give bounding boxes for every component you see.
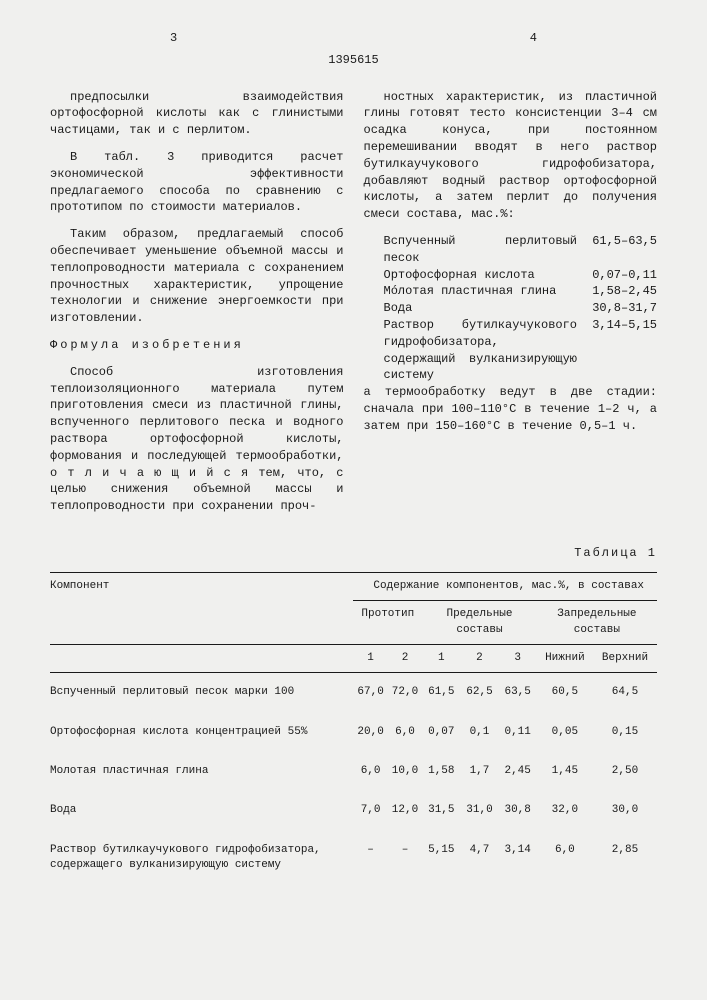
composition-value: 61,5–63,5 xyxy=(577,233,657,267)
table-cell: 6,0 xyxy=(388,713,422,752)
table-cell: 72,0 xyxy=(388,673,422,712)
table-cell: 6,0 xyxy=(353,752,387,791)
table-col-num: 2 xyxy=(460,645,498,672)
table-cell: 3,14 xyxy=(499,831,537,886)
table-row: Вспученный перлитовый песок марки 100 67… xyxy=(50,673,657,712)
table-row: Вода 7,0 12,0 31,5 31,0 30,8 32,0 30,0 xyxy=(50,791,657,830)
table-cell: 67,0 xyxy=(353,673,387,712)
table-row-label: Раствор бутилкаучукового гидрофобизатора… xyxy=(50,831,353,886)
paragraph: Таким образом, предлагаемый способ обесп… xyxy=(50,226,344,327)
table-row-label: Вспученный перлитовый песок марки 100 xyxy=(50,673,353,712)
table-cell: 7,0 xyxy=(353,791,387,830)
table-col-num: 2 xyxy=(388,645,422,672)
table-row-label: Вода xyxy=(50,791,353,830)
left-column: предпосылки взаимодействия ортофосфорной… xyxy=(50,89,344,525)
table-cell: 2,85 xyxy=(593,831,657,886)
table-cell: 32,0 xyxy=(537,791,593,830)
table-row-label: Ортофосфорная кислота концентрацией 55% xyxy=(50,713,353,752)
composition-list: Вспученный перлитовый песок 61,5–63,5 Ор… xyxy=(384,233,658,384)
table-cell: 0,1 xyxy=(460,713,498,752)
paragraph: Способ изготовления теплоизоляционного м… xyxy=(50,364,344,515)
table-cell: 61,5 xyxy=(422,673,460,712)
paragraph: В табл. 3 приводится расчет экономическо… xyxy=(50,149,344,216)
table-cell: 0,15 xyxy=(593,713,657,752)
table-header-component: Компонент xyxy=(50,573,353,644)
table-cell: 31,5 xyxy=(422,791,460,830)
table-subheader: Запредельные составы xyxy=(537,601,657,644)
composition-label: Мóлотая пластичная глина xyxy=(384,283,578,300)
table-cell: 64,5 xyxy=(593,673,657,712)
table-cell: 1,7 xyxy=(460,752,498,791)
table-subheader: Прототип xyxy=(353,601,422,644)
composition-table: Компонент Содержание компонентов, мас.%,… xyxy=(50,573,657,886)
paragraph: а термообработку ведут в две стадии: сна… xyxy=(364,384,658,434)
composition-label: Ортофосфорная кислота xyxy=(384,267,578,284)
table-row: Ортофосфорная кислота концентрацией 55% … xyxy=(50,713,657,752)
formula-title: Формула изобретения xyxy=(50,337,344,354)
table-cell: 0,05 xyxy=(537,713,593,752)
table-cell: 20,0 xyxy=(353,713,387,752)
table-cell: 30,0 xyxy=(593,791,657,830)
table-cell: 31,0 xyxy=(460,791,498,830)
table-cell: 30,8 xyxy=(499,791,537,830)
table-header-group: Содержание компонентов, мас.%, в состава… xyxy=(353,573,657,600)
table-cell: 10,0 xyxy=(388,752,422,791)
table-cell: 63,5 xyxy=(499,673,537,712)
table-cell: 1,58 xyxy=(422,752,460,791)
page-number-right: 4 xyxy=(530,30,537,47)
table-cell: – xyxy=(353,831,387,886)
table-row: Молотая пластичная глина 6,0 10,0 1,58 1… xyxy=(50,752,657,791)
table-col-num: 3 xyxy=(499,645,537,672)
page-number-left: 3 xyxy=(170,30,177,47)
table-cell: 0,07 xyxy=(422,713,460,752)
table-cell: 2,50 xyxy=(593,752,657,791)
table-caption: Таблица 1 xyxy=(50,545,657,562)
table-col-num: Верхний xyxy=(593,645,657,672)
composition-label: Вспученный перлитовый песок xyxy=(384,233,578,267)
table-col-num: 1 xyxy=(353,645,387,672)
right-column: ностных характеристик, из пластичной гли… xyxy=(364,89,658,525)
two-column-text: предпосылки взаимодействия ортофосфорной… xyxy=(50,89,657,525)
table-cell: 5,15 xyxy=(422,831,460,886)
paragraph: ностных характеристик, из пластичной гли… xyxy=(364,89,658,223)
table-cell: 2,45 xyxy=(499,752,537,791)
composition-value: 1,58–2,45 xyxy=(577,283,657,300)
table-subheader: Предельные составы xyxy=(422,601,537,644)
composition-label: Вода xyxy=(384,300,578,317)
table-cell: 60,5 xyxy=(537,673,593,712)
composition-value: 3,14–5,15 xyxy=(577,317,657,384)
table-col-num: 1 xyxy=(422,645,460,672)
table-cell: 1,45 xyxy=(537,752,593,791)
table-col-num: Нижний xyxy=(537,645,593,672)
table-cell: 0,11 xyxy=(499,713,537,752)
table-cell: 12,0 xyxy=(388,791,422,830)
table-row: Раствор бутилкаучукового гидрофобизатора… xyxy=(50,831,657,886)
composition-label: Раствор бутилкаучукового гидрофобизатора… xyxy=(384,317,578,384)
composition-value: 30,8–31,7 xyxy=(577,300,657,317)
table-cell: 4,7 xyxy=(460,831,498,886)
table-cell: – xyxy=(388,831,422,886)
patent-number: 1395615 xyxy=(50,52,657,69)
table-cell: 62,5 xyxy=(460,673,498,712)
composition-value: 0,07–0,11 xyxy=(577,267,657,284)
table-cell: 6,0 xyxy=(537,831,593,886)
paragraph: предпосылки взаимодействия ортофосфорной… xyxy=(50,89,344,139)
table-row-label: Молотая пластичная глина xyxy=(50,752,353,791)
